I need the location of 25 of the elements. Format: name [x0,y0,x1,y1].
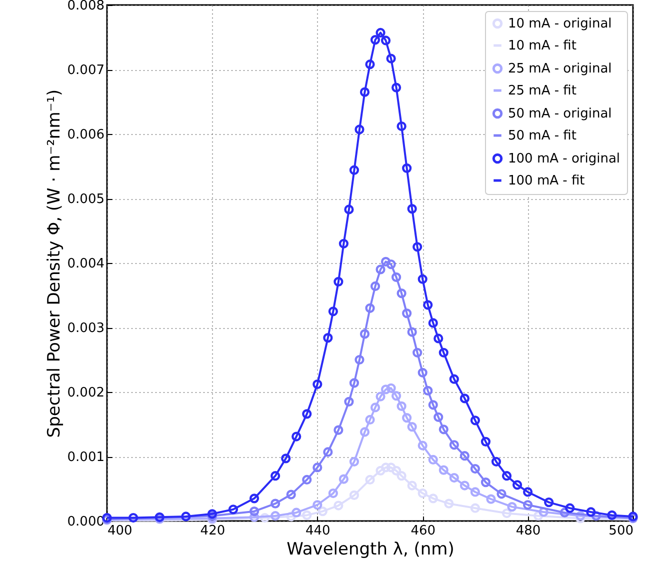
y-tick-label: 0.003 [67,321,104,336]
y-axis-title: Spectral Power Density Φ, (W · m⁻²nm⁻¹) [44,89,64,438]
legend-label: 10 mA - original [508,16,612,32]
y-tick-label: 0.007 [67,63,104,78]
y-tick-label: 0.008 [67,0,104,14]
x-tick-label: 400 [108,524,132,538]
legend-label: 25 mA - fit [508,84,576,98]
legend-label: 10 mA - fit [508,38,576,54]
y-tick-label: 0.001 [67,450,104,465]
y-tick-label: 0.000 [67,514,104,530]
legend-label: 100 mA - fit [508,174,585,188]
legend-label: 100 mA - original [508,152,620,166]
legend-label: 50 mA - fit [508,128,576,144]
x-tick-label: 460 [410,524,436,538]
legend-label: 50 mA - original [508,106,612,122]
x-axis-title: Wavelength λ, (nm) [286,540,454,560]
x-tick-label: 440 [305,524,330,538]
x-tick-label: 500 [608,524,634,538]
y-tick-label: 0.006 [67,128,104,142]
legend-label: 25 mA - original [508,62,612,76]
x-tick-label: 420 [200,524,226,538]
y-tick-label: 0.005 [67,192,104,207]
y-tick-label: 0.004 [67,256,104,272]
x-tick-label: 480 [516,524,541,538]
y-tick-label: 0.002 [67,386,104,400]
